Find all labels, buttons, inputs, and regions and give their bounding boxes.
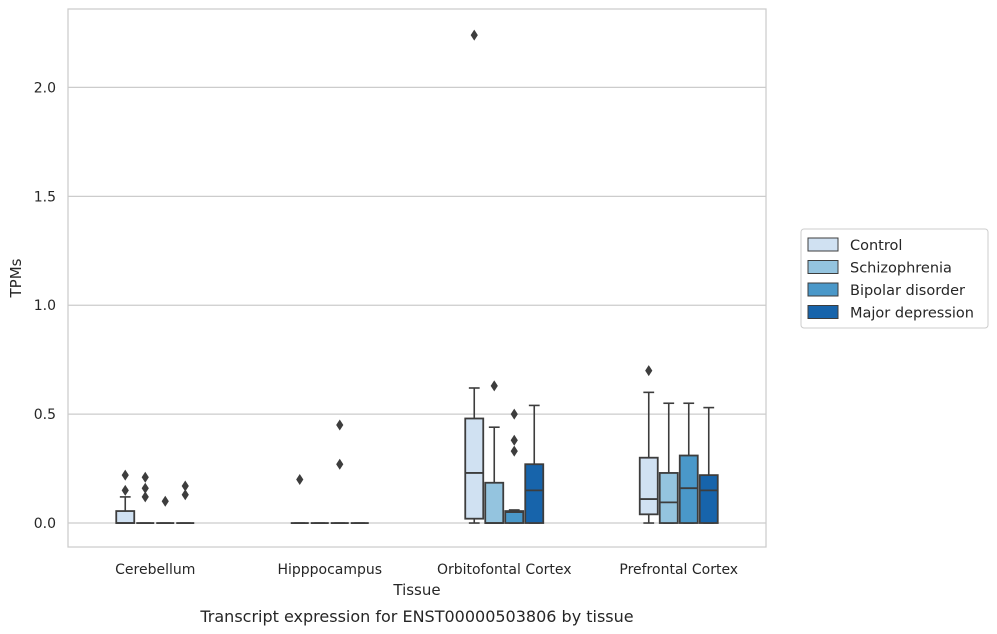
legend-label: Major depression [850,306,974,322]
box-2-0 [464,387,485,524]
outlier-point [510,408,518,420]
y-tick-label: 1.5 [34,189,56,205]
outlier-point [336,458,344,470]
box-3-3 [698,406,719,524]
box-3-0 [638,391,659,524]
legend-swatch [807,237,839,252]
legend-items: Control Schizophrenia Bipolar disorder Majo… [807,237,974,322]
outlier-point [510,434,518,446]
y-tick-label: 2.0 [34,80,56,96]
box-body [658,472,679,524]
legend-frame [800,228,989,329]
x-tick-label: Hipppocampus [277,562,382,578]
outlier-point [181,480,189,492]
y-tick-label: 0.5 [34,407,56,423]
y-tick-label: 1.0 [34,298,56,314]
outlier-point [645,365,653,377]
outlier-point [141,482,149,494]
box-0-0 [115,496,136,524]
x-tick-label: Cerebellum [115,562,195,578]
box-2-3 [524,404,545,524]
box-body [464,417,485,520]
outlier-point [510,445,518,457]
x-tick-label: Orbitofontal Cortex [437,562,572,578]
legend-label: Schizophrenia [850,261,952,277]
box-body [524,463,545,524]
y-axis-label: TPMs [7,258,25,298]
boxes [115,387,719,524]
outlier-point [296,473,304,485]
plot-frame [67,8,767,548]
box-body [115,510,136,524]
outlier-point [470,29,478,41]
box-3-1 [658,402,679,524]
box-body [678,454,699,524]
outlier-point [181,489,189,501]
legend-swatch [807,260,839,274]
legend-swatch [807,305,839,319]
box-2-2 [504,509,525,524]
outlier-point [490,380,498,392]
y-axis-ticks: 0.0 0.5 1.0 1.5 2.0 [34,80,56,532]
outlier-point [161,495,169,507]
box-body [638,456,659,516]
outlier-point [141,471,149,483]
outliers [121,29,653,507]
box-body [484,481,505,524]
legend-label: Control [850,238,902,254]
x-axis-ticks: Cerebellum Hipppocampus Orbitofontal Corte… [115,562,738,578]
box-2-1 [484,426,505,524]
x-tick-label: Prefrontal Cortex [619,562,738,578]
x-axis-label: Tissue [392,581,440,599]
outlier-point [121,469,129,481]
box-body [698,474,719,524]
legend: Control Schizophrenia Bipolar disorder Majo… [800,228,989,329]
outlier-point [121,484,129,496]
legend-swatch [807,282,839,297]
outlier-point [141,491,149,503]
outlier-point [336,419,344,431]
legend-label: Bipolar disorder [850,283,965,299]
box-3-2 [678,402,699,524]
chart-caption: Transcript expression for ENST0000050380… [199,607,633,626]
box-body [504,510,525,524]
y-tick-label: 0.0 [34,516,56,532]
gridlines [68,86,766,524]
